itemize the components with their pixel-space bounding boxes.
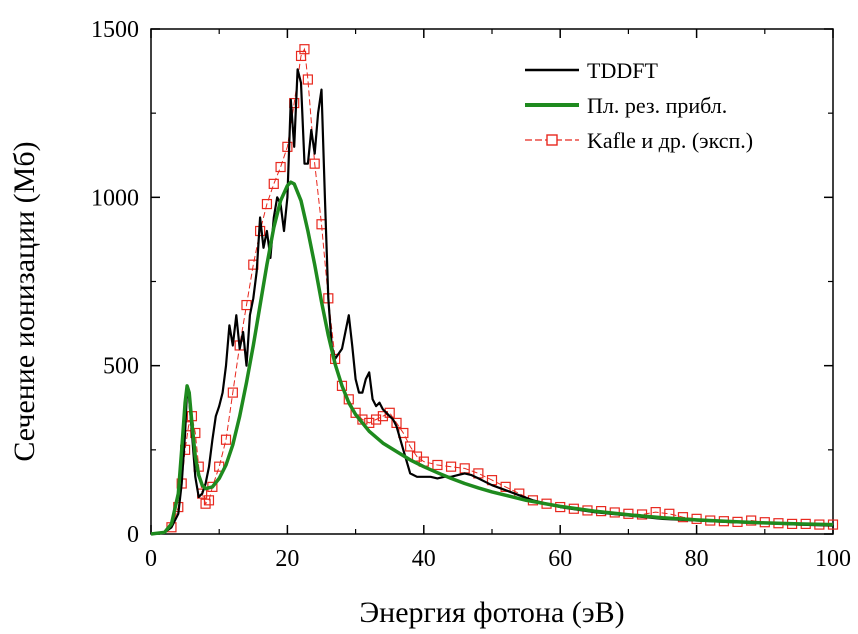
data-point-kafle [282,141,293,152]
data-point-kafle [299,44,310,55]
data-point-kafle [220,434,232,445]
data-point-kafle [364,417,375,428]
y-tick-label: 0 [127,522,139,548]
y-tick-label: 500 [103,354,139,380]
data-point-kafle [268,178,279,189]
series-line-kafle [171,47,833,528]
x-axis-title: Энергия фотона (эВ) [359,596,624,629]
data-point-kafle [377,411,388,422]
series-2 [166,44,839,533]
series-0 [163,68,834,534]
data-point-kafle [432,459,443,471]
data-point-kafle [445,461,457,472]
data-point-kafle [227,387,238,398]
x-tick-label: 60 [548,546,572,572]
data-point-kafle [350,407,361,418]
legend-item-0: TDDFT [525,58,658,83]
legend-item-2: Kafle и др. (эксп.) [525,128,753,153]
x-tick-label: 100 [815,546,851,572]
legend-item-1: Пл. рез. прибл. [525,93,727,118]
x-tick-label: 40 [412,546,436,572]
data-point-kafle [309,158,320,169]
legend-label: Пл. рез. прибл. [587,93,727,118]
series-1 [150,180,834,536]
plot-series [150,44,839,536]
data-point-kafle [261,198,273,210]
legend-label: Kafle и др. (эксп.) [587,128,753,153]
data-point-kafle [200,498,211,509]
data-point-kafle [203,495,215,506]
data-point-kafle [370,414,382,425]
data-point-kafle [405,441,416,452]
plot-frame [150,28,834,535]
x-tick-label: 20 [275,546,299,572]
x-tick-label: 0 [145,546,157,572]
legend-swatch-marker [546,134,558,146]
legend: TDDFT Пл. рез. прибл. Kafle и др. (эксп.) [525,58,753,153]
legend-label: TDDFT [587,58,658,83]
data-point-kafle [275,161,286,173]
series-line-tddft [163,68,834,534]
data-point-kafle [295,50,307,62]
y-tick-label: 1000 [91,185,139,211]
series-line-fit [150,180,834,536]
x-tick-label: 80 [685,546,709,572]
y-axis-title: Сечение ионизации (Мб) [8,141,41,461]
y-tick-label: 1500 [91,17,139,43]
data-point-kafle [302,74,313,85]
